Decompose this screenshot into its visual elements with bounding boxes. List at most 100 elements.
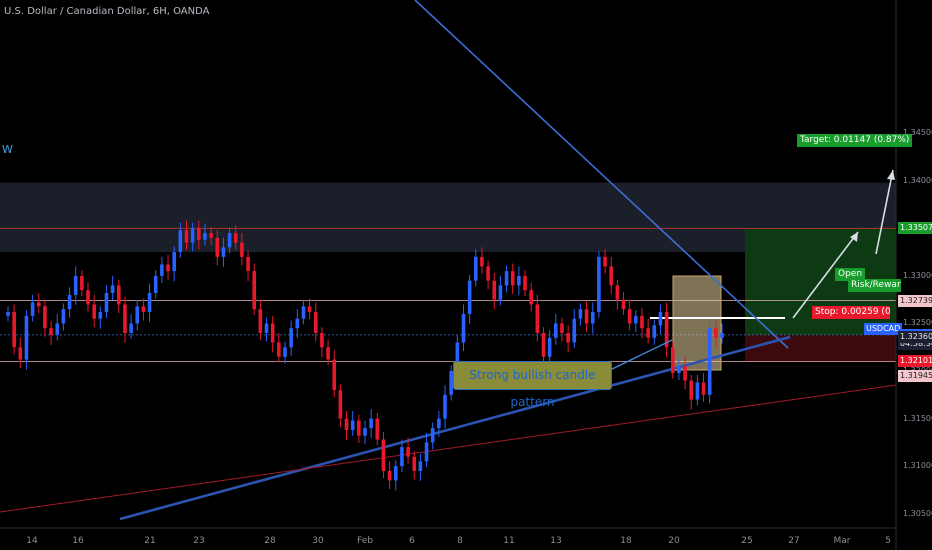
candle-body [498, 285, 503, 300]
x-tick-label: 8 [457, 536, 463, 546]
candle-body [677, 366, 681, 373]
candle-body [670, 347, 675, 373]
x-tick-label: 23 [193, 536, 205, 546]
candle-body [517, 275, 521, 286]
x-tick-label: 30 [312, 536, 324, 546]
candle-body [227, 233, 232, 248]
candle-body [129, 323, 133, 333]
candle-body [295, 318, 300, 329]
candle-body [289, 328, 293, 348]
candle-body [110, 285, 115, 294]
candle-body [166, 264, 170, 272]
x-tick-label: 5 [885, 536, 891, 546]
candle-body [369, 418, 373, 429]
candle-body [658, 312, 663, 326]
candle-body [104, 293, 109, 313]
candle-body [393, 466, 398, 481]
x-tick-label: Feb [357, 536, 373, 546]
y-tick-label: 1.31500 [903, 413, 932, 423]
candle-body [252, 271, 257, 310]
candle-body [492, 280, 497, 300]
candle-body [590, 312, 595, 324]
candle-body [597, 256, 601, 313]
y-axis-background [896, 0, 932, 550]
candle-body [203, 233, 207, 240]
projection-arrow-2-head [887, 170, 895, 180]
candle-body [689, 380, 694, 400]
open-pl-tag: Open P/L [835, 268, 865, 281]
candle-body [301, 306, 306, 319]
candle-body [720, 332, 724, 338]
candle-body [67, 294, 72, 310]
candle-body [504, 271, 509, 286]
candle-body [141, 306, 146, 313]
candle-body [387, 470, 392, 481]
candle-body [147, 293, 152, 313]
candle-body [480, 256, 484, 267]
candle-body [24, 315, 29, 360]
descending-trendline [414, 0, 789, 349]
candle-body [412, 456, 417, 471]
candle-body [578, 309, 583, 319]
stop-zone [745, 334, 896, 362]
candle-body [603, 256, 607, 267]
candle-body [246, 256, 250, 272]
candle-body [375, 418, 380, 440]
candle-body [707, 328, 712, 395]
y-tick-label: 1.30500 [903, 508, 932, 518]
candle-body [30, 302, 35, 316]
projection-arrow-2 [875, 169, 894, 255]
candle-body [621, 299, 626, 310]
y-tick-label: 1.34500 [903, 128, 932, 138]
candle-body [430, 428, 435, 443]
candle-body [424, 442, 429, 462]
candle-body [80, 275, 84, 291]
candle-body [123, 304, 127, 333]
y-tick-label: 1.31000 [903, 461, 932, 471]
candle-body [473, 256, 478, 281]
zone-label: W [2, 143, 13, 156]
candle-body [584, 309, 589, 324]
candle-body [240, 242, 244, 257]
candle-body [714, 328, 718, 338]
x-tick-label: 11 [503, 536, 515, 546]
candle-body [178, 230, 183, 253]
candle-body [6, 312, 10, 316]
risk-reward-tag: Risk/Reward [848, 279, 901, 292]
candle-body [135, 306, 140, 324]
price-label: USDCAD [864, 323, 903, 336]
candle-body [357, 420, 361, 436]
projection-arrow-1-head [850, 232, 858, 242]
candle-body [172, 252, 176, 272]
candle-body [406, 447, 410, 457]
candle-body [461, 313, 466, 343]
candle-body [215, 237, 220, 257]
candle-body [270, 323, 275, 343]
candle-body [541, 332, 546, 357]
candle-body [510, 271, 515, 286]
candle-body [634, 315, 638, 324]
candle-body [73, 275, 78, 295]
candle-body [283, 347, 287, 357]
candle-body [313, 312, 318, 333]
y-tick-label: 1.32500 [903, 318, 932, 328]
x-tick-label: 25 [741, 536, 753, 546]
candle-body [560, 323, 564, 333]
y-tick-label: 1.33000 [903, 270, 932, 280]
candle-body [160, 264, 164, 276]
candle-body [61, 309, 66, 324]
candle-body [197, 228, 201, 240]
x-tick-label: 27 [788, 536, 800, 546]
candle-body [554, 323, 558, 338]
candle-body [664, 312, 669, 348]
candle-body [55, 323, 60, 335]
candle-body [683, 366, 687, 381]
annotation-bullish-pattern[interactable]: Strong bullish candle pattern [453, 361, 612, 409]
candle-body [98, 312, 103, 319]
candle-body [350, 420, 355, 431]
candle-body [221, 247, 226, 257]
candle-body [264, 323, 269, 333]
candle-body [701, 382, 706, 395]
x-tick-label: 16 [72, 536, 84, 546]
